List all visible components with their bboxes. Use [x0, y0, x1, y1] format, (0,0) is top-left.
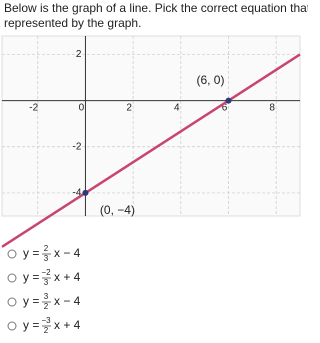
option-numerator: 2: [44, 244, 49, 253]
radio-button[interactable]: [7, 249, 17, 259]
option-tail: x − 4: [54, 294, 81, 308]
question-line: Below is the graph of a line. Pick the c…: [4, 1, 308, 15]
x-tick-label: 6: [222, 102, 228, 113]
option-tail: x + 4: [54, 270, 81, 284]
option-denominator: 3: [44, 278, 49, 287]
point: [225, 97, 232, 104]
radio-button[interactable]: [7, 297, 17, 307]
page: Below is the graph of a line. Pick the c…: [1, 1, 308, 335]
option-denominator: 2: [44, 326, 49, 335]
x-tick-label: 8: [269, 102, 275, 113]
option-lead: y =: [23, 270, 39, 284]
option-numerator: −2: [41, 268, 51, 277]
point-label: (6, 0): [196, 73, 224, 87]
option-tail: x − 4: [54, 246, 81, 260]
radio-button[interactable]: [7, 321, 17, 331]
option-lead: y =: [23, 294, 39, 308]
y-tick-label: -2: [73, 141, 82, 152]
x-tick-label: 4: [174, 102, 180, 113]
y-tick-label: -4: [73, 188, 82, 199]
option-lead: y =: [23, 318, 39, 332]
point-label: (0, −4): [100, 203, 135, 217]
x-tick-label: 0: [79, 102, 85, 113]
x-tick-label: 2: [126, 102, 132, 113]
option-denominator: 2: [44, 302, 49, 311]
option-lead: y =: [23, 246, 39, 260]
point: [82, 189, 89, 196]
graph-line: [1, 53, 301, 248]
question-line: represented by the graph.: [4, 16, 141, 30]
radio-button[interactable]: [7, 273, 17, 283]
y-tick-label: 2: [76, 49, 82, 60]
option-numerator: −3: [41, 316, 51, 325]
graph-area: [1, 35, 301, 217]
option-tail: x + 4: [54, 318, 81, 332]
x-tick-label: -2: [29, 102, 38, 113]
option-denominator: 3: [44, 254, 49, 263]
option-numerator: 3: [44, 292, 49, 301]
